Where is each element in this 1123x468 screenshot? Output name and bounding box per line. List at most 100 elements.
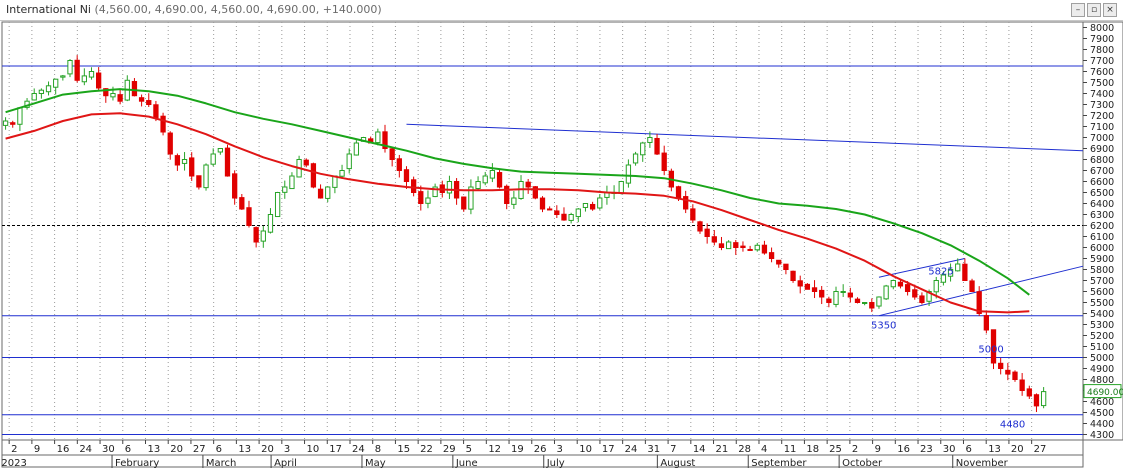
candle-body <box>375 131 381 144</box>
candle-body <box>45 85 52 93</box>
candle-body <box>181 159 188 164</box>
candle-body <box>955 263 961 272</box>
candle-body <box>153 104 159 119</box>
candle-body <box>962 263 968 281</box>
candle-body <box>582 203 589 208</box>
candle-body <box>81 75 87 83</box>
y-tick-label: 6000 <box>1090 243 1114 254</box>
y-tick-label: 6100 <box>1090 232 1114 243</box>
candle-body <box>640 142 646 156</box>
candle-body <box>260 230 266 242</box>
x-tick-label: 6 <box>965 444 971 455</box>
candle-body <box>95 72 102 89</box>
x-tick-label: 16 <box>57 444 70 455</box>
candle-body <box>983 315 990 331</box>
candle-body <box>547 208 553 211</box>
minimize-icon[interactable]: – <box>1071 3 1085 17</box>
candle-body <box>998 362 1004 369</box>
candle-body <box>246 207 252 226</box>
candle-body <box>339 170 345 177</box>
price-annotation: 5000 <box>978 345 1003 356</box>
candle-body <box>131 81 138 97</box>
candle-body <box>733 242 739 248</box>
candle-body <box>654 137 660 155</box>
x-axis-panel <box>1 439 1084 468</box>
x-tick-label: 20 <box>170 444 183 455</box>
candle-body <box>833 291 839 305</box>
y-tick-label: 6700 <box>1090 166 1114 177</box>
candle-body <box>883 285 889 300</box>
x-tick-label: 2 <box>11 444 17 455</box>
close-icon[interactable]: × <box>1103 3 1117 17</box>
last-price-label: 4690.00 <box>1087 388 1123 398</box>
candle-body <box>568 214 574 221</box>
candle-body <box>289 175 295 190</box>
candle-body <box>539 197 546 210</box>
x-tick-label: 16 <box>897 444 910 455</box>
x-tick-label: 6 <box>216 444 222 455</box>
restore-icon[interactable]: ▫ <box>1087 3 1101 17</box>
y-tick-label: 7600 <box>1090 67 1114 78</box>
x-tick-label: 21 <box>716 444 729 455</box>
chart-header: International Ni (4,560.00, 4,690.00, 4,… <box>0 0 1123 21</box>
month-label: November <box>956 458 1009 468</box>
x-tick-label: 13 <box>988 444 1001 455</box>
x-tick-label: 13 <box>238 444 251 455</box>
y-tick-label: 5500 <box>1090 298 1114 309</box>
candle-body <box>224 147 231 177</box>
trendline <box>878 258 965 278</box>
candle-body <box>239 197 245 210</box>
y-tick-label: 6300 <box>1090 210 1114 221</box>
candle-body <box>661 152 667 172</box>
x-tick-label: 26 <box>534 444 547 455</box>
price-annotation: 5350 <box>871 321 896 332</box>
candle-body <box>776 259 782 265</box>
x-tick-label: 9 <box>34 444 40 455</box>
candle-body <box>1005 369 1011 375</box>
candle-body <box>511 197 517 205</box>
x-tick-label: 30 <box>943 444 956 455</box>
x-tick-label: 2 <box>852 444 858 455</box>
x-tick-label: 23 <box>920 444 933 455</box>
candle-body <box>1026 388 1032 397</box>
candle-body <box>747 248 753 251</box>
candle-body <box>274 192 281 218</box>
x-tick-label: 12 <box>488 444 501 455</box>
candle-body <box>647 137 653 143</box>
candle-body <box>675 186 682 199</box>
candle-body <box>697 221 703 232</box>
candle-body <box>1040 391 1047 407</box>
y-tick-label: 5400 <box>1090 309 1114 320</box>
candle-body <box>575 208 581 218</box>
candle-body <box>317 188 324 199</box>
month-label: May <box>365 458 386 468</box>
x-tick-label: 4 <box>761 444 767 455</box>
candle-body <box>88 71 95 78</box>
candle-body <box>74 59 80 81</box>
y-tick-label: 7300 <box>1090 100 1114 111</box>
candle-body <box>1012 371 1018 380</box>
y-axis-panel <box>1082 21 1123 441</box>
y-tick-label: 7100 <box>1090 122 1114 133</box>
candle-body <box>890 280 896 288</box>
x-tick-label: 20 <box>261 444 274 455</box>
candle-body <box>31 93 37 101</box>
y-tick-label: 5800 <box>1090 265 1114 276</box>
y-tick-label: 6900 <box>1090 144 1114 155</box>
candle-body <box>253 227 259 243</box>
x-tick-label: 3 <box>556 444 562 455</box>
candle-body <box>690 208 696 221</box>
y-tick-label: 6500 <box>1090 188 1114 199</box>
candle-body <box>203 164 209 189</box>
candle-body <box>382 131 388 150</box>
candle-body <box>267 214 274 233</box>
candle-body <box>303 159 309 166</box>
x-tick-label: 30 <box>102 444 115 455</box>
candle-body <box>683 196 689 210</box>
candle-body <box>589 203 596 210</box>
candle-body <box>768 252 775 259</box>
y-tick-label: 8000 <box>1090 23 1114 34</box>
candle-body <box>310 163 317 188</box>
x-tick-label: 17 <box>329 444 342 455</box>
